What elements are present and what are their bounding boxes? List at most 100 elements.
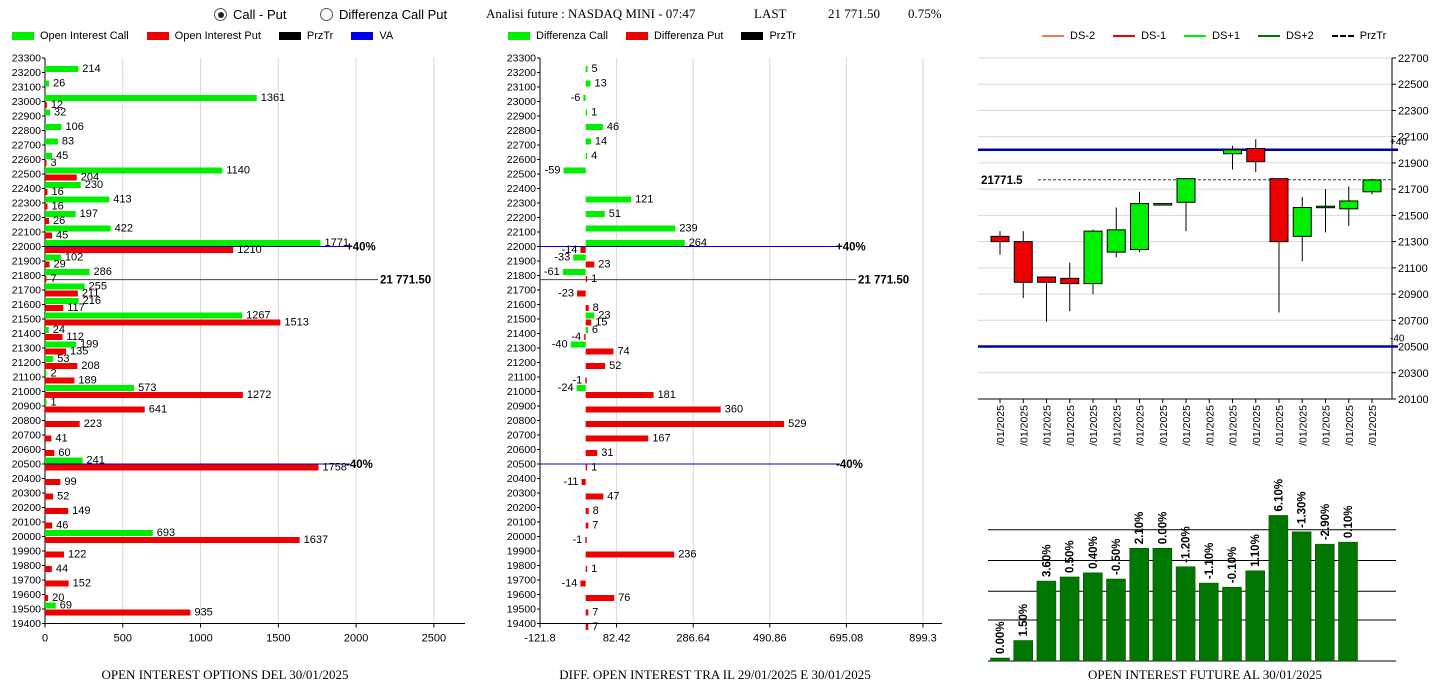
- call-bar: [45, 269, 90, 275]
- put-bar-label: -14: [562, 244, 578, 256]
- put-bar-label: 52: [609, 360, 621, 372]
- strike-label: 20300: [507, 488, 536, 500]
- call-bar-label: 121: [635, 194, 653, 206]
- strike-label: 21300: [12, 343, 41, 355]
- oi-future-label: 3.60%: [1041, 544, 1053, 577]
- put-bar: [45, 479, 61, 485]
- legend-item-va: VA: [351, 30, 393, 42]
- strike-label: 21900: [12, 256, 41, 268]
- legend-line: [1113, 35, 1136, 37]
- put-bar-label: 122: [68, 549, 86, 561]
- strike-label: 22100: [507, 227, 536, 239]
- candle-body: [1037, 276, 1056, 283]
- put-bar-label: 16: [51, 201, 63, 213]
- legend-label: DS+1: [1212, 30, 1240, 42]
- legend-label: DS-1: [1141, 30, 1167, 42]
- put-bar: [45, 305, 64, 311]
- y-tick-label: 20100: [1398, 394, 1429, 406]
- put-bar: [585, 609, 589, 616]
- strike-label: 20300: [12, 488, 41, 500]
- legend-item-ds-2: DS-2: [1042, 30, 1095, 42]
- call-bar-label: 1361: [261, 92, 285, 104]
- legend-item-diff-call: Differenza Call: [508, 30, 608, 42]
- put-bar-label: -11: [563, 476, 578, 488]
- date-label: 20/01/2025: [1158, 405, 1170, 446]
- call-bar: [45, 225, 111, 232]
- call-bar: [563, 167, 586, 174]
- legend-item-diff-prztr: PrzTr: [741, 30, 796, 42]
- call-bar-label: 1267: [246, 310, 270, 322]
- y-tick-label: 21700: [1398, 184, 1429, 196]
- call-bar: [45, 153, 52, 159]
- strike-label: 22800: [12, 125, 41, 137]
- date-label: 23/01/2025: [1228, 405, 1240, 446]
- put-bar-label: 236: [678, 549, 696, 561]
- put-bar: [585, 276, 588, 282]
- put-bar: [45, 203, 48, 210]
- put-bar: [45, 406, 145, 413]
- call-bar-label: 422: [115, 223, 133, 235]
- strike-label: 19500: [507, 604, 536, 616]
- date-label: 17/01/2025: [1135, 405, 1147, 446]
- put-bar-label: 23: [598, 259, 610, 271]
- strike-label: 23100: [12, 82, 41, 94]
- call-bar-label: -24: [558, 382, 574, 394]
- y-tick-label: 21500: [1398, 210, 1429, 222]
- legend-item-prztr-line: PrzTr: [1331, 30, 1387, 42]
- put-bar-label: -4: [571, 331, 581, 343]
- prztr-label: 21 771.50: [858, 275, 909, 287]
- strike-label: 21500: [12, 314, 41, 326]
- strike-label: 21100: [13, 372, 42, 384]
- call-bar-label: 69: [60, 600, 72, 612]
- oi-future-label: 1.50%: [1018, 604, 1030, 637]
- call-bar: [45, 356, 54, 362]
- put-bar: [45, 421, 80, 427]
- candle-body: [1060, 277, 1080, 285]
- call-bar: [45, 298, 79, 304]
- put-bar-label: 12: [51, 99, 63, 111]
- legend-label: DS-2: [1070, 30, 1096, 42]
- call-bar: [45, 457, 83, 464]
- put-bar: [584, 334, 586, 340]
- call-bar: [573, 254, 586, 261]
- legend-diff: Differenza Call Differenza Put PrzTr: [508, 30, 814, 42]
- put-bar: [585, 537, 587, 543]
- candle-body: [1083, 230, 1103, 285]
- legend-line: [1257, 35, 1280, 37]
- va-label: -40%: [346, 459, 373, 471]
- put-bar: [45, 464, 319, 471]
- call-bar: [585, 327, 588, 333]
- call-bar-label: -40: [552, 339, 568, 351]
- strike-label: 21400: [12, 328, 41, 340]
- y-tick-label: 20700: [1398, 315, 1429, 327]
- oi-future-label: 0.40%: [1088, 536, 1100, 569]
- put-bar-label: 7: [592, 621, 598, 633]
- x-tick-label: 1000: [188, 633, 212, 645]
- y-tick-label: 22100: [1398, 132, 1429, 144]
- oi-future-label: -1.10%: [1204, 543, 1216, 579]
- strike-label: 19500: [12, 604, 41, 616]
- put-bar-label: -1: [573, 375, 583, 387]
- call-bar: [45, 312, 243, 319]
- legend-label: PrzTr: [1359, 30, 1387, 42]
- strike-label: 20200: [507, 502, 536, 514]
- date-label: 28/01/2025: [1297, 405, 1309, 446]
- call-bar-label: 1: [591, 107, 597, 119]
- strike-label: 22000: [12, 241, 41, 253]
- strike-label: 22200: [12, 212, 41, 224]
- strike-label: 20400: [12, 473, 41, 485]
- radio-difference[interactable]: Differenza Call Put: [320, 7, 447, 22]
- call-bar: [570, 341, 586, 348]
- legend-label: Differenza Call: [536, 30, 608, 42]
- call-bar: [585, 225, 676, 232]
- put-bar-label: 1: [591, 462, 597, 474]
- put-bar: [45, 377, 75, 384]
- call-bar: [585, 240, 685, 246]
- call-bar-label: 24: [53, 324, 65, 336]
- radio-call-put[interactable]: Call - Put: [214, 7, 286, 22]
- call-bar: [585, 312, 595, 319]
- put-bar: [45, 580, 69, 587]
- date-label: 13/01/2025: [1042, 405, 1054, 446]
- call-bar: [45, 254, 61, 261]
- strike-label: 19700: [507, 575, 536, 587]
